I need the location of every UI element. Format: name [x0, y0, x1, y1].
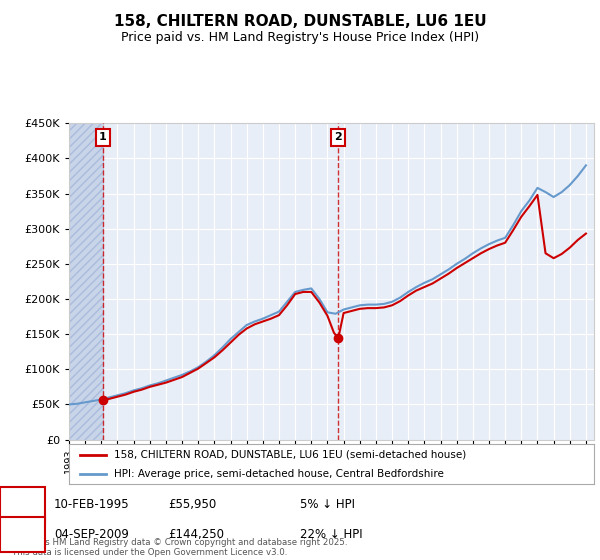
Text: 5% ↓ HPI: 5% ↓ HPI: [300, 498, 355, 511]
Text: 04-SEP-2009: 04-SEP-2009: [54, 528, 129, 542]
Text: HPI: Average price, semi-detached house, Central Bedfordshire: HPI: Average price, semi-detached house,…: [113, 469, 443, 478]
Text: £55,950: £55,950: [168, 498, 216, 511]
Text: Contains HM Land Registry data © Crown copyright and database right 2025.
This d: Contains HM Land Registry data © Crown c…: [12, 538, 347, 557]
Text: 158, CHILTERN ROAD, DUNSTABLE, LU6 1EU (semi-detached house): 158, CHILTERN ROAD, DUNSTABLE, LU6 1EU (…: [113, 450, 466, 460]
Text: £144,250: £144,250: [168, 528, 224, 542]
Text: 22% ↓ HPI: 22% ↓ HPI: [300, 528, 362, 542]
Text: 10-FEB-1995: 10-FEB-1995: [54, 498, 130, 511]
Text: 1: 1: [18, 498, 26, 511]
Text: 1: 1: [99, 132, 107, 142]
Text: 2: 2: [334, 132, 342, 142]
Text: Price paid vs. HM Land Registry's House Price Index (HPI): Price paid vs. HM Land Registry's House …: [121, 31, 479, 44]
Text: 158, CHILTERN ROAD, DUNSTABLE, LU6 1EU: 158, CHILTERN ROAD, DUNSTABLE, LU6 1EU: [113, 14, 487, 29]
Text: 2: 2: [18, 528, 26, 542]
